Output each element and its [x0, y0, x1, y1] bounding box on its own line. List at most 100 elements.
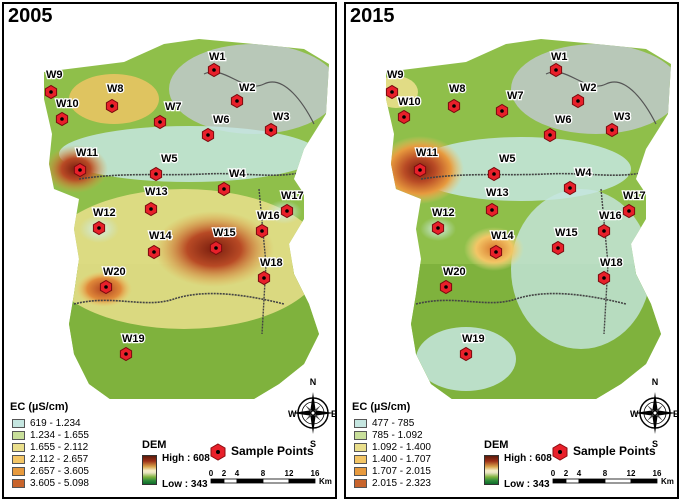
scale-unit-label: Km	[319, 477, 332, 486]
sample-points-label: Sample Points	[573, 444, 656, 458]
scale-tick-label: 2	[564, 469, 569, 478]
sample-point-w15: W15	[551, 226, 579, 256]
ec-legend-item: 477 - 785	[354, 417, 431, 429]
sample-point-label: W18	[260, 257, 283, 269]
sample-point-center	[492, 172, 496, 176]
sample-point-center	[158, 120, 162, 124]
sample-point-center	[452, 104, 456, 108]
sample-point-w13: W13	[485, 186, 510, 218]
sample-point-center	[154, 172, 158, 176]
sample-point-label: W15	[555, 227, 578, 239]
scale-tick-label: 12	[627, 469, 636, 478]
compass-label-w: W	[630, 409, 639, 419]
dem-legend-title: DEM	[142, 439, 167, 451]
sample-point-label: W5	[161, 153, 178, 165]
compass-center	[652, 410, 658, 416]
sample-point-label: W13	[145, 186, 168, 198]
sample-point-w2: W2	[571, 81, 598, 109]
scale-bar-segment	[223, 478, 238, 484]
sample-point-label: W11	[416, 147, 438, 159]
sample-point-label: W3	[614, 111, 631, 123]
sample-point-label: W19	[462, 333, 485, 345]
ec-swatch	[12, 466, 25, 476]
sample-point-w5: W5	[487, 152, 517, 182]
sample-point-label: W20	[103, 266, 126, 278]
compass-label-n: N	[652, 377, 659, 387]
ec-swatch	[354, 442, 367, 452]
sample-point-center	[490, 208, 494, 212]
sample-point-w8: W8	[106, 82, 125, 114]
ec-legend-list: 477 - 785 785 - 1.092 1.092 - 1.400 1.40…	[354, 417, 431, 489]
sample-point-label: W12	[432, 207, 455, 219]
scale-tick-label: 0	[209, 469, 214, 478]
sample-point-center	[262, 276, 266, 280]
sample-point-center	[494, 250, 498, 254]
scale-unit-label: Km	[661, 477, 674, 486]
compass-label-e: E	[331, 409, 337, 419]
sample-point-label: W6	[213, 114, 230, 126]
sample-point-w12: W12	[431, 206, 456, 236]
ec-swatch	[354, 454, 367, 464]
ec-legend-label: 3.605 - 5.098	[30, 477, 89, 489]
sample-point-label: W17	[623, 190, 646, 202]
ec-swatch	[12, 442, 25, 452]
sample-point-label: W8	[107, 83, 124, 95]
scale-tick-label: 16	[311, 469, 320, 478]
ec-swatch	[354, 430, 367, 440]
sample-point-center	[568, 186, 572, 190]
sample-point-label: W9	[46, 69, 63, 81]
sample-point-w5: W5	[149, 152, 179, 182]
sample-point-label: W7	[507, 90, 524, 102]
north-arrow-compass: N S E W	[288, 377, 337, 447]
sample-point-w15: W15	[209, 226, 237, 256]
ec-legend-label: 477 - 785	[372, 417, 415, 429]
sample-point-center	[49, 90, 53, 94]
sample-point-w6: W6	[543, 113, 573, 143]
sample-point-label: W2	[580, 82, 597, 94]
sample-point-center	[110, 104, 114, 108]
sample-point-w20: W20	[99, 265, 127, 295]
sample-point-center	[610, 128, 614, 132]
sample-point-label: W13	[486, 187, 509, 199]
ec-legend-label: 2.015 - 2.323	[372, 477, 431, 489]
sample-points-label: Sample Points	[231, 444, 314, 458]
ec-legend-item: 2.112 - 2.657	[12, 453, 89, 465]
sample-point-label: W8	[449, 83, 466, 95]
ec-swatch	[354, 418, 367, 428]
sample-point-w20: W20	[439, 265, 467, 295]
sample-point-w3: W3	[605, 110, 632, 138]
sample-point-center	[554, 68, 558, 72]
sample-point-w3: W3	[264, 110, 291, 138]
sample-point-center	[212, 68, 216, 72]
sample-point-w19: W19	[459, 332, 486, 362]
ec-legend-item: 1.400 - 1.707	[354, 453, 431, 465]
sample-point-label: W12	[93, 207, 116, 219]
sample-point-label: W20	[443, 266, 466, 278]
sample-point-center	[78, 168, 82, 172]
scale-tick-label: 4	[577, 469, 582, 478]
scale-bar-segment	[630, 478, 658, 484]
sample-point-w6: W6	[201, 113, 231, 143]
sample-point-center	[222, 187, 226, 191]
sample-point-label: W5	[499, 153, 516, 165]
sample-point-center	[464, 352, 468, 356]
ec-swatch	[354, 478, 367, 488]
sample-point-label: W14	[491, 230, 515, 242]
sample-point-label: W2	[239, 82, 256, 94]
sample-point-w10: W10	[397, 95, 422, 125]
sample-point-w18: W18	[597, 256, 624, 286]
scale-tick-label: 2	[222, 469, 227, 478]
sample-point-w19: W19	[119, 332, 146, 362]
sample-point-w10: W10	[55, 97, 80, 127]
sample-point-w4: W4	[563, 166, 594, 196]
map-year: 2005	[8, 5, 53, 27]
sample-point-label: W14	[149, 230, 173, 242]
sample-point-center	[214, 246, 218, 250]
sample-point-w2: W2	[230, 81, 257, 109]
sample-point-center	[556, 246, 560, 250]
sample-point-w14: W14	[148, 229, 174, 260]
sample-point-w9: W9	[45, 68, 64, 100]
scale-tick-label: 0	[551, 469, 556, 478]
